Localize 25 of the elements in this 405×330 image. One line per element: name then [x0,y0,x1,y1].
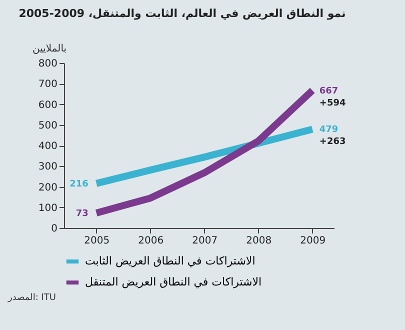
y-tick-label: 600 [38,100,58,111]
y-tick-label: 100 [38,202,58,214]
y-tick-label: 500 [38,120,58,132]
data-label: 216 [70,179,88,190]
x-tick-label: 2007 [192,236,218,246]
y-tick-label: 400 [38,141,58,152]
x-tick-label: 2005 [84,236,110,246]
data-label: 667 [319,86,338,96]
annotation: +594 [319,98,346,108]
y-tick-label: 300 [38,162,58,173]
x-tick-label: 2008 [246,236,272,246]
chart-title: نمو النطاق العريض في العالم، الثابت والمتنقل، 2009-2005 [18,7,346,20]
y-tick-label: 800 [38,58,58,70]
data-label: 479 [319,125,338,136]
legend-label: الاشتراكات في النطاق العريض الثابت [85,254,256,268]
x-tick-label: 2006 [138,236,164,246]
y-tick-label: 200 [38,182,58,194]
data-label: 73 [76,208,88,219]
y-axis-title: بالملايين [32,44,67,54]
y-tick-label: 0 [51,224,58,234]
annotation: +263 [319,137,346,148]
x-tick-label: 2009 [300,236,326,246]
legend-label: الاشتراكات في النطاق العريض المتنقل [85,276,262,288]
text: المصدر: ITU [6,293,57,303]
y-tick-label: 700 [38,79,58,90]
